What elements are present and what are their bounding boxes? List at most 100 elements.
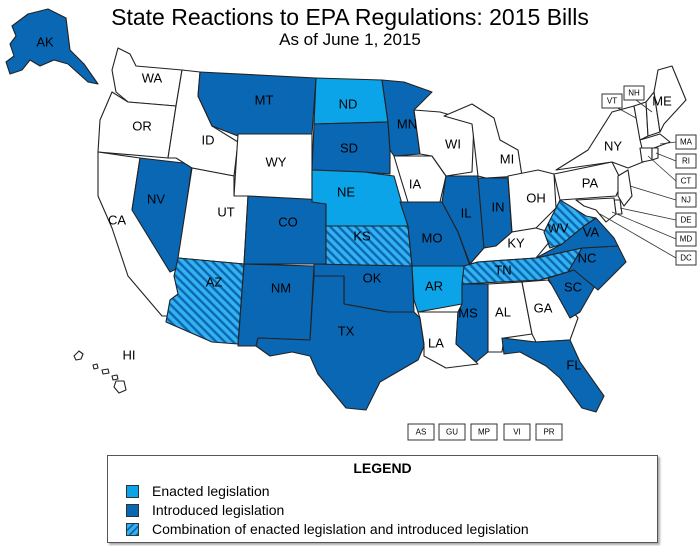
state-mi[interactable] — [443, 103, 523, 179]
svg-text:DE: DE — [680, 216, 691, 225]
label-mt: MT — [255, 93, 274, 108]
label-ms: MS — [458, 306, 478, 321]
map-subtitle: As of June 1, 2015 — [279, 30, 421, 49]
box-ri[interactable]: RI — [675, 153, 697, 169]
label-va: VA — [583, 225, 600, 240]
state-nm[interactable] — [237, 263, 315, 347]
state-ri[interactable] — [651, 147, 659, 161]
label-in: IN — [492, 200, 505, 215]
svg-text:RI: RI — [682, 157, 690, 166]
svg-text:VT: VT — [607, 97, 617, 106]
label-nm: NM — [271, 281, 291, 296]
state-nc[interactable] — [539, 245, 627, 291]
box-nh[interactable]: NH — [623, 85, 645, 101]
legend-swatch-combination — [126, 522, 139, 536]
label-id: ID — [202, 133, 215, 148]
label-al: AL — [495, 305, 511, 320]
label-ut: UT — [217, 205, 234, 220]
label-oh: OH — [526, 191, 546, 206]
state-ct[interactable] — [639, 147, 653, 163]
label-mi: MI — [500, 152, 514, 167]
box-ma[interactable]: MA — [675, 134, 697, 150]
label-hi: HI — [123, 348, 136, 363]
legend-label-enacted: Enacted legislation — [152, 483, 270, 499]
legend-swatch-introduced — [126, 503, 139, 517]
label-ak: AK — [36, 35, 54, 50]
territory-boxes: AS GU MP VI PR — [407, 423, 563, 441]
label-sc: SC — [564, 280, 582, 295]
svg-text:AS: AS — [416, 428, 427, 437]
state-fl[interactable] — [501, 337, 605, 413]
territory-vi[interactable]: VI — [503, 423, 531, 441]
box-de[interactable]: DE — [675, 212, 697, 228]
box-dc[interactable]: DC — [675, 250, 697, 266]
legend-title: LEGEND — [353, 460, 412, 476]
callout-boxes: VT NH MA RI CT NJ DE MD DC — [599, 85, 697, 266]
legend-label-introduced: Introduced legislation — [152, 502, 285, 518]
state-ar[interactable] — [411, 265, 467, 313]
state-md[interactable] — [575, 197, 617, 223]
state-ma[interactable] — [639, 133, 671, 149]
box-ct[interactable]: CT — [675, 173, 697, 189]
legend-item-combination: Combination of enacted legislation and i… — [126, 520, 529, 538]
svg-text:NJ: NJ — [681, 196, 691, 205]
label-ca: CA — [108, 213, 126, 228]
label-mo: MO — [422, 231, 443, 246]
svg-text:MP: MP — [478, 428, 490, 437]
label-ks: KS — [353, 229, 371, 244]
label-wi: WI — [445, 137, 461, 152]
svg-text:MA: MA — [680, 138, 693, 147]
label-mn: MN — [397, 117, 417, 132]
state-wi[interactable] — [413, 109, 475, 177]
legend: LEGEND Enacted legislation Introduced le… — [107, 455, 658, 543]
label-co: CO — [278, 215, 298, 230]
label-nc: NC — [578, 251, 597, 266]
svg-text:PR: PR — [543, 428, 554, 437]
state-tx[interactable] — [255, 275, 425, 411]
state-co[interactable] — [243, 195, 327, 265]
label-me: ME — [652, 94, 672, 109]
territory-mp[interactable]: MP — [470, 423, 498, 441]
svg-text:NH: NH — [628, 89, 640, 98]
territory-pr[interactable]: PR — [535, 423, 563, 441]
label-nv: NV — [147, 192, 165, 207]
state-me[interactable] — [653, 65, 687, 133]
label-ky: KY — [507, 236, 525, 251]
label-az: AZ — [206, 275, 223, 290]
label-wv: WV — [548, 221, 569, 236]
state-wv[interactable] — [543, 199, 597, 249]
state-ne[interactable] — [311, 169, 409, 227]
svg-text:MD: MD — [680, 235, 693, 244]
label-pa: PA — [582, 176, 599, 191]
label-ne: NE — [337, 185, 355, 200]
box-vt[interactable]: VT — [601, 93, 623, 109]
territory-as[interactable]: AS — [407, 423, 435, 441]
legend-item-introduced: Introduced legislation — [126, 501, 284, 519]
legend-item-enacted: Enacted legislation — [126, 482, 270, 500]
label-ia: IA — [409, 177, 422, 192]
label-sd: SD — [340, 141, 358, 156]
label-la: LA — [428, 336, 444, 351]
map-title: State Reactions to EPA Regulations: 2015… — [111, 4, 589, 30]
label-wa: WA — [142, 71, 163, 86]
svg-text:CT: CT — [681, 177, 692, 186]
state-nj[interactable] — [617, 169, 633, 207]
box-nj[interactable]: NJ — [675, 192, 697, 208]
state-ny[interactable] — [555, 105, 649, 171]
state-ak[interactable] — [5, 8, 99, 85]
label-wy: WY — [266, 155, 287, 170]
state-az[interactable] — [165, 257, 245, 345]
svg-text:VI: VI — [513, 428, 521, 437]
territory-gu[interactable]: GU — [438, 423, 466, 441]
box-md[interactable]: MD — [675, 231, 697, 247]
label-ny: NY — [604, 139, 622, 154]
svg-text:GU: GU — [446, 428, 458, 437]
label-tn: TN — [494, 263, 511, 278]
label-fl: FL — [566, 358, 581, 373]
state-hi[interactable] — [73, 350, 127, 394]
legend-label-combination: Combination of enacted legislation and i… — [152, 521, 529, 537]
label-or: OR — [132, 119, 152, 134]
label-tx: TX — [338, 324, 355, 339]
label-ok: OK — [363, 271, 382, 286]
